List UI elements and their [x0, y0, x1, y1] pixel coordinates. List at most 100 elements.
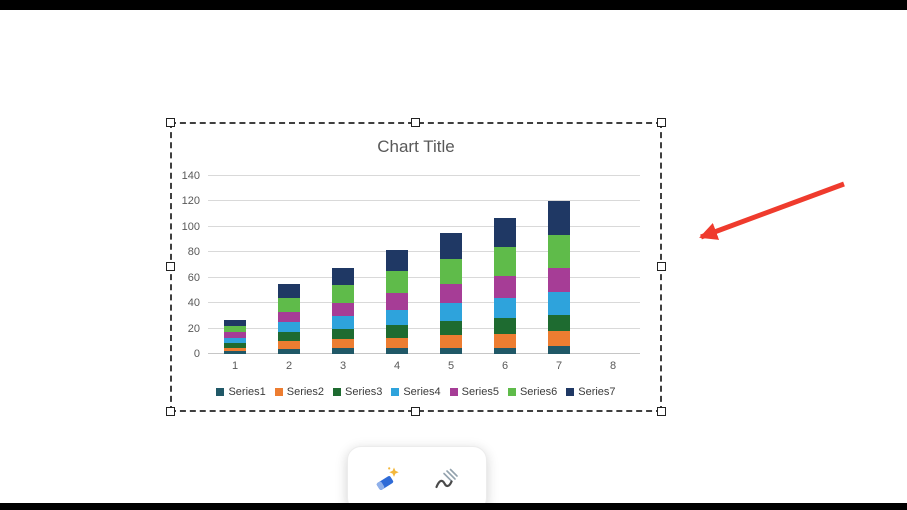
bar-segment[interactable]	[224, 342, 246, 348]
resize-handle-top-center[interactable]	[411, 118, 420, 127]
legend-swatch	[274, 388, 283, 396]
bar-segment[interactable]	[548, 201, 570, 235]
stacked-bar[interactable]	[386, 249, 408, 354]
x-axis-labels: 1 2 3 4 5 6 7 8	[208, 360, 640, 376]
bar-segment[interactable]	[548, 314, 570, 332]
stacked-bar[interactable]	[332, 267, 354, 354]
bar-segment[interactable]	[494, 333, 516, 348]
chart-legend: Series1 Series2 Series3 Series4 Series5 Serie…	[172, 386, 660, 398]
plot-area	[208, 175, 640, 354]
bar-slot	[424, 176, 478, 354]
bar-slot	[586, 176, 640, 354]
bar-segment[interactable]	[278, 341, 300, 349]
legend-item[interactable]: Series3	[333, 386, 382, 398]
bar-segment[interactable]	[494, 298, 516, 319]
stacked-bar[interactable]	[440, 233, 462, 354]
y-tick-label: 80	[187, 246, 200, 259]
bar-segment[interactable]	[386, 309, 408, 325]
bar-segment[interactable]	[548, 267, 570, 292]
gridline	[208, 225, 640, 227]
resize-handle-bottom-left[interactable]	[166, 407, 175, 416]
bar-segment[interactable]	[494, 347, 516, 354]
bar-segment[interactable]	[278, 312, 300, 323]
resize-handle-bottom-center[interactable]	[411, 407, 420, 416]
bar-segment[interactable]	[440, 334, 462, 348]
legend-item[interactable]: Series5	[449, 386, 499, 398]
bar-segment[interactable]	[332, 267, 354, 286]
legend-item[interactable]: Series6	[507, 386, 557, 398]
bar-segment[interactable]	[224, 337, 246, 343]
legend-item[interactable]: Series1	[216, 386, 266, 398]
bar-segment[interactable]	[386, 293, 408, 310]
bar-segment[interactable]	[548, 331, 570, 347]
bar-segment[interactable]	[440, 233, 462, 259]
bar-segment[interactable]	[332, 338, 354, 348]
bar-segment[interactable]	[386, 337, 408, 348]
bar-segment[interactable]	[224, 326, 246, 333]
bar-segment[interactable]	[332, 347, 354, 354]
bar-segment[interactable]	[386, 271, 408, 294]
resize-handle-middle-right[interactable]	[657, 262, 666, 271]
bar-segment[interactable]	[386, 347, 408, 354]
gridline	[208, 175, 640, 176]
resize-handle-top-right[interactable]	[657, 118, 666, 127]
legend-label: Series3	[345, 386, 383, 398]
bar-segment[interactable]	[332, 285, 354, 304]
legend-item[interactable]: Series4	[391, 386, 441, 398]
bars-row	[208, 176, 640, 354]
bar-segment[interactable]	[548, 291, 570, 315]
bar-segment[interactable]	[278, 348, 300, 354]
bar-segment[interactable]	[278, 284, 300, 299]
bar-segment[interactable]	[278, 332, 300, 342]
bar-segment[interactable]	[494, 318, 516, 334]
bar-segment[interactable]	[494, 218, 516, 248]
chart-title: Chart Title	[377, 137, 455, 156]
stacked-bar[interactable]	[278, 284, 300, 354]
ink-scribble-button[interactable]	[425, 457, 469, 501]
bar-slot	[478, 176, 532, 354]
stacked-bar[interactable]	[494, 218, 516, 354]
bar-segment[interactable]	[440, 347, 462, 354]
stacked-bar[interactable]	[224, 319, 246, 354]
bar-segment[interactable]	[278, 298, 300, 313]
legend-label: Series7	[578, 386, 616, 398]
bar-segment[interactable]	[332, 328, 354, 339]
bar-segment[interactable]	[440, 320, 462, 335]
legend-swatch	[507, 388, 516, 396]
bar-segment[interactable]	[440, 258, 462, 285]
y-tick-label: 140	[181, 170, 200, 182]
bar-segment[interactable]	[386, 249, 408, 272]
bar-segment[interactable]	[548, 234, 570, 268]
legend-item[interactable]: Series7	[566, 386, 616, 398]
gridline	[208, 251, 640, 253]
bar-slot	[262, 176, 316, 354]
bar-segment[interactable]	[494, 247, 516, 277]
bar-slot	[316, 176, 370, 354]
bar-segment[interactable]	[224, 351, 246, 354]
bar-segment[interactable]	[548, 346, 570, 354]
bar-segment[interactable]	[386, 324, 408, 338]
resize-handle-middle-left[interactable]	[166, 262, 175, 271]
resize-handle-bottom-right[interactable]	[657, 407, 666, 416]
bar-segment[interactable]	[224, 347, 246, 352]
x-tick-label: 2	[285, 360, 293, 372]
resize-handle-top-left[interactable]	[166, 118, 175, 127]
bar-segment[interactable]	[278, 322, 300, 333]
bar-segment[interactable]	[224, 332, 246, 338]
y-tick-label: 100	[181, 220, 200, 233]
top-black-strip	[0, 0, 907, 10]
bar-segment[interactable]	[332, 303, 354, 316]
gridline	[208, 327, 640, 329]
bar-segment[interactable]	[494, 276, 516, 299]
legend-item[interactable]: Series2	[274, 386, 324, 398]
stacked-bar[interactable]	[548, 201, 570, 354]
ink-eraser-button[interactable]	[365, 457, 409, 501]
bar-segment[interactable]	[440, 303, 462, 321]
bar-segment[interactable]	[440, 284, 462, 304]
bar-segment[interactable]	[332, 315, 354, 329]
y-tick-label: 20	[187, 322, 200, 335]
x-tick-label: 4	[393, 360, 401, 372]
bar-segment[interactable]	[224, 319, 246, 327]
